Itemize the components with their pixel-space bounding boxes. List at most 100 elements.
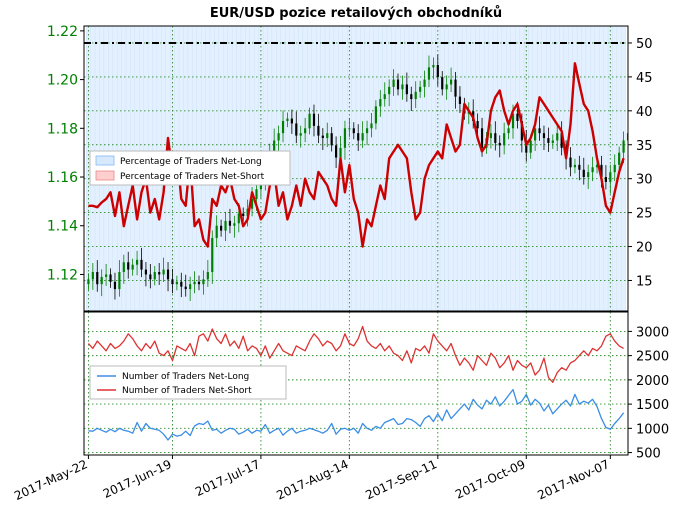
candle-body bbox=[339, 147, 342, 158]
net-long-fill-bar bbox=[417, 26, 423, 311]
top-legend: Percentage of Traders Net-Long Percentag… bbox=[89, 150, 291, 186]
candle-body bbox=[100, 276, 103, 285]
top-plot-frame bbox=[83, 25, 629, 312]
net-long-fill-bar bbox=[590, 26, 596, 311]
candle-body bbox=[330, 133, 333, 146]
candle-body bbox=[357, 133, 360, 141]
candle-body bbox=[569, 157, 572, 168]
net-long-fill-bar bbox=[324, 26, 330, 311]
candle-body bbox=[392, 79, 395, 87]
net-long-fill-bar bbox=[545, 26, 551, 311]
candle-body bbox=[304, 128, 307, 134]
candle-body bbox=[538, 128, 541, 134]
candle-body bbox=[224, 220, 227, 231]
candle-body bbox=[476, 121, 479, 129]
candle-body bbox=[166, 269, 170, 280]
candle-body bbox=[419, 86, 422, 92]
top-legend-box bbox=[89, 150, 291, 186]
candle-body bbox=[480, 128, 484, 148]
candle-body bbox=[259, 184, 263, 190]
candle-body bbox=[317, 125, 320, 136]
net-long-fill-bar bbox=[532, 26, 538, 311]
net-long-fill-bar bbox=[307, 26, 312, 311]
net-long-fill-bar bbox=[470, 26, 476, 311]
candle-body bbox=[237, 213, 240, 224]
net-long-fill-bar bbox=[492, 26, 498, 311]
net-long-fill-bar bbox=[581, 26, 587, 311]
candle-body bbox=[149, 274, 152, 280]
x-axis-tick-label: 2017-Jul-17 bbox=[193, 457, 262, 499]
net-long-fill-bar bbox=[329, 26, 335, 311]
net-long-fill-bar bbox=[510, 26, 516, 311]
x-axis-tick-label: 2017-Oct-09 bbox=[453, 457, 527, 502]
bottom-right-axis-tick-label: 3000 bbox=[636, 325, 669, 340]
candle-body bbox=[233, 223, 236, 226]
bottom-plot-frame bbox=[83, 311, 629, 456]
net-long-fill-bar bbox=[311, 26, 317, 311]
net-long-count-legend-label: Number of Traders Net-Long bbox=[122, 372, 249, 382]
net-long-fill-bar bbox=[501, 26, 507, 311]
candle-body bbox=[140, 259, 143, 270]
left-axis-tick-label: 1.14 bbox=[47, 219, 78, 235]
net-long-fill-bar bbox=[355, 26, 361, 311]
candle-body bbox=[184, 286, 187, 290]
candle-body bbox=[511, 113, 515, 129]
candle-body bbox=[299, 133, 302, 136]
net-long-fill-bar bbox=[488, 26, 494, 311]
right-axis-tick-label: 40 bbox=[636, 105, 653, 120]
net-long-fill-bar bbox=[475, 26, 481, 311]
candle-body bbox=[396, 79, 400, 90]
candle-body bbox=[365, 128, 369, 134]
candle-body bbox=[144, 269, 148, 275]
candle-body bbox=[374, 106, 378, 124]
candle-body bbox=[171, 279, 174, 285]
bottom-right-axis-tick-label: 1500 bbox=[636, 398, 669, 413]
candle-body bbox=[158, 272, 161, 275]
net-long-fill-bar bbox=[461, 26, 467, 311]
candle-body bbox=[91, 272, 94, 280]
candle-body bbox=[87, 279, 90, 285]
left-axis-tick-label: 1.16 bbox=[47, 170, 78, 186]
net-long-fill-bar bbox=[364, 26, 370, 311]
candle-body bbox=[551, 140, 554, 143]
left-axis-tick-label: 1.22 bbox=[47, 24, 78, 40]
candle-body bbox=[542, 133, 546, 139]
net-long-count-line bbox=[88, 388, 625, 441]
candle-body bbox=[604, 177, 607, 182]
candle-body bbox=[370, 123, 373, 129]
x-axis-tick-label: 2017-Jun-19 bbox=[101, 457, 174, 501]
right-axis-tick-label: 35 bbox=[636, 139, 653, 154]
candle-body bbox=[432, 64, 435, 68]
net-long-fill-bar bbox=[444, 26, 450, 311]
net-long-fill-bar bbox=[360, 26, 366, 311]
net-long-fill-bar bbox=[302, 26, 308, 311]
right-axis-tick-label: 15 bbox=[636, 274, 653, 289]
net-long-fill-bar bbox=[550, 26, 556, 311]
candle-body bbox=[622, 140, 625, 153]
candle-body bbox=[228, 220, 232, 226]
net-long-fill-bar bbox=[599, 26, 604, 311]
candle-body bbox=[441, 77, 444, 90]
candle-body bbox=[206, 272, 209, 280]
candle-body bbox=[449, 79, 453, 85]
chart-title: EUR/USD pozice retailových obchodníků bbox=[210, 6, 502, 21]
net-short-legend-label: Percentage of Traders Net-Short bbox=[120, 172, 265, 182]
candle-body bbox=[211, 237, 214, 273]
right-axis-tick-label: 20 bbox=[636, 241, 653, 256]
candle-body bbox=[193, 281, 196, 285]
right-axis-tick-label: 45 bbox=[636, 71, 653, 86]
candle-body bbox=[312, 113, 316, 126]
net-long-fill-bar bbox=[585, 26, 591, 311]
candle-body bbox=[556, 133, 559, 141]
candle-body bbox=[626, 133, 628, 141]
bottom-right-axis-tick-label: 500 bbox=[636, 447, 661, 462]
bottom-right-axis-tick-label: 1000 bbox=[636, 422, 669, 437]
candle-body bbox=[242, 213, 245, 216]
candle-body bbox=[454, 79, 457, 97]
candle-body bbox=[436, 64, 439, 78]
candle-body bbox=[215, 225, 218, 238]
candle-body bbox=[308, 113, 311, 129]
bottom-legend: Number of Traders Net-Long Number of Tra… bbox=[89, 365, 287, 400]
candle-body bbox=[153, 272, 156, 280]
net-long-legend-label: Percentage of Traders Net-Long bbox=[120, 157, 262, 167]
